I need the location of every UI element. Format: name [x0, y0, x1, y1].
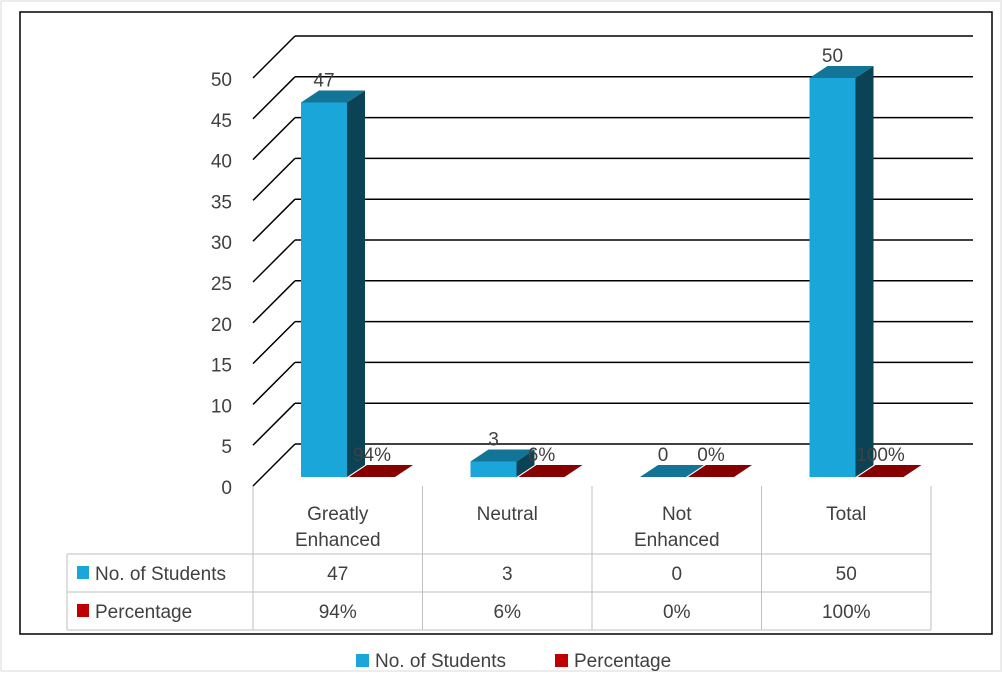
table-legend-key: [77, 566, 89, 579]
bar-top: [518, 465, 583, 477]
x-category-label: Total: [826, 504, 866, 525]
table-series-name: No. of Students: [95, 564, 226, 585]
table-cell: 94%: [319, 602, 357, 623]
y-tick-label: 5: [221, 437, 232, 458]
data-label: 0: [658, 445, 669, 466]
y-tick-label: 30: [211, 233, 232, 254]
bar-top: [857, 465, 922, 477]
table-cell: 50: [836, 564, 857, 585]
x-category-label: Greatly Enhanced: [295, 504, 381, 551]
x-category-label: Not Enhanced: [634, 504, 720, 551]
gridline-slant: [252, 117, 296, 161]
bar-top: [640, 465, 704, 477]
y-axis: 0 5 10 15 20 25 30 35 40 45 50: [211, 70, 232, 499]
gridline-slant: [252, 35, 296, 79]
data-label: 100%: [856, 445, 905, 466]
y-tick-label: 45: [211, 111, 232, 132]
table-cell: 0: [671, 564, 682, 585]
gridline-slant: [252, 443, 296, 487]
table-cell: 100%: [822, 602, 871, 623]
table-cell: 47: [327, 564, 348, 585]
gridline-slant: [252, 280, 296, 324]
data-label: 94%: [353, 445, 391, 466]
gridline-slant: [252, 321, 296, 365]
data-label: 3: [488, 430, 499, 451]
bar-top: [301, 90, 365, 103]
data-labels: 47 94% 3 6% 0 0% 50 100%: [313, 46, 904, 466]
table-cell: 6%: [494, 602, 522, 623]
data-label: 0%: [697, 445, 725, 466]
gridline-slant: [252, 76, 296, 120]
gridline-slant: [252, 402, 296, 446]
bar-students: [301, 102, 347, 477]
table-legend-key: [77, 604, 89, 617]
y-tick-label: 10: [211, 396, 232, 417]
bars: [301, 66, 922, 477]
data-table: Greatly Enhanced Neutral Not Enhanced Total No…: [66, 486, 932, 631]
bar-side: [347, 90, 365, 477]
bar-students: [809, 78, 856, 477]
y-tick-label: 50: [211, 70, 232, 91]
bar-side: [855, 66, 874, 477]
bar-top: [688, 465, 752, 477]
gridline-slant: [252, 157, 296, 201]
bar-top: [809, 66, 874, 78]
plot-frame: [19, 11, 993, 635]
y-tick-label: 40: [211, 152, 232, 173]
x-category-label: Neutral: [477, 504, 538, 525]
table-cell: 3: [502, 564, 513, 585]
legend: No. of Students Percentage: [356, 651, 671, 672]
gridline-slant: [252, 239, 296, 283]
data-label: 50: [822, 46, 843, 67]
gridline-slant: [252, 361, 296, 405]
data-label: 47: [313, 70, 334, 91]
table-series-name: Percentage: [95, 602, 192, 623]
legend-key: [356, 654, 369, 667]
legend-key: [555, 654, 568, 667]
bar-students: [470, 461, 517, 477]
legend-entry: Percentage: [574, 651, 671, 672]
legend-entry: No. of Students: [375, 651, 506, 672]
y-tick-label: 0: [221, 478, 232, 499]
y-tick-label: 25: [211, 274, 232, 295]
y-tick-label: 15: [211, 356, 232, 377]
bar-top: [349, 465, 413, 477]
bar-side: [516, 449, 535, 477]
table-cell: 0%: [663, 602, 691, 623]
y-tick-label: 20: [211, 315, 232, 336]
gridline-slant: [252, 198, 296, 242]
y-tick-label: 35: [211, 192, 232, 213]
bar-top: [470, 449, 535, 462]
data-label: 6%: [528, 445, 556, 466]
